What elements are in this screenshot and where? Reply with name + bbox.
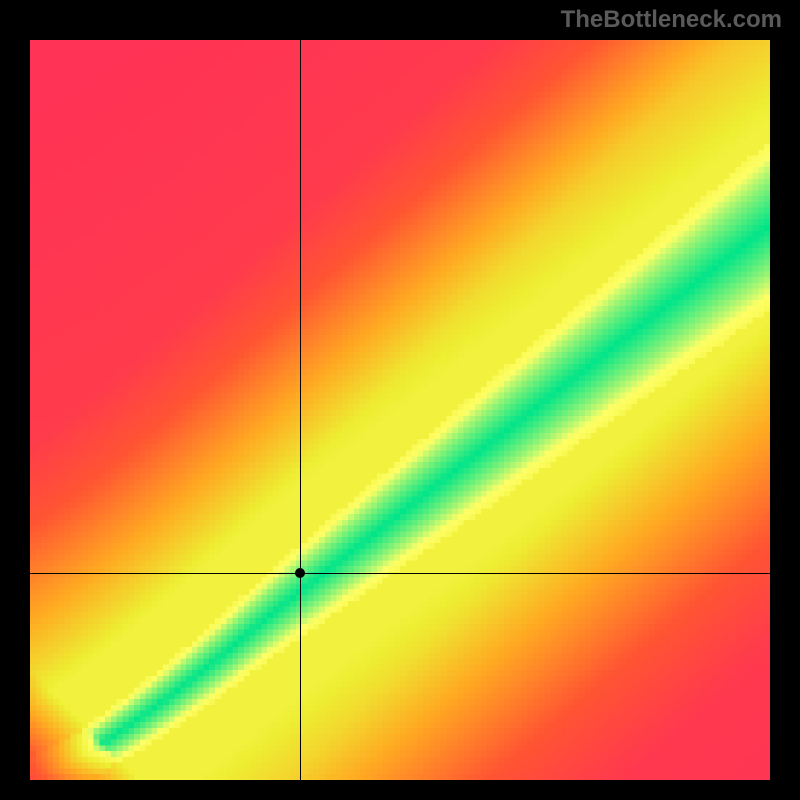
crosshair-marker xyxy=(295,568,305,578)
watermark-text: TheBottleneck.com xyxy=(561,6,782,34)
crosshair-vertical xyxy=(300,40,301,780)
heatmap-canvas xyxy=(30,40,770,780)
crosshair-horizontal xyxy=(30,573,770,574)
heatmap-plot xyxy=(30,40,770,780)
